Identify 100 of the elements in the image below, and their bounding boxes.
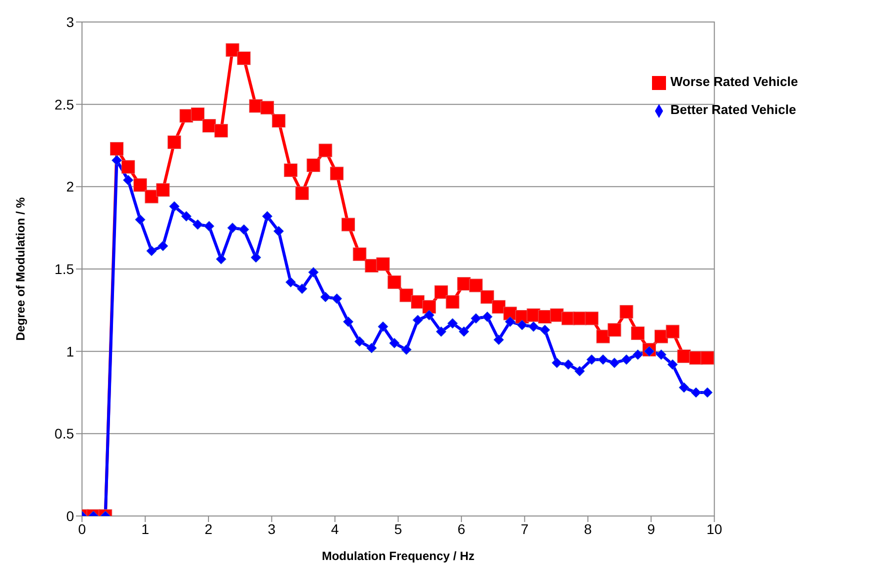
point	[654, 330, 668, 344]
point	[436, 326, 446, 337]
point	[146, 246, 157, 256]
point	[401, 344, 412, 355]
point	[584, 312, 598, 326]
x-tick-label: 0	[78, 520, 86, 537]
x-tick-label: 1	[141, 520, 150, 537]
point	[320, 292, 331, 302]
point	[204, 220, 214, 232]
point	[493, 334, 504, 346]
point	[330, 166, 344, 180]
point	[434, 285, 448, 299]
point	[284, 163, 298, 177]
point	[296, 284, 308, 294]
point	[272, 114, 286, 128]
y-tick-label: 3	[66, 14, 74, 30]
point	[158, 240, 168, 252]
point	[260, 100, 274, 114]
point	[112, 155, 122, 166]
point	[122, 174, 134, 186]
point	[469, 278, 483, 292]
point	[262, 211, 273, 222]
point	[332, 293, 342, 304]
point	[480, 290, 494, 304]
point	[295, 186, 309, 200]
point	[237, 51, 251, 65]
point	[341, 218, 355, 232]
point	[214, 124, 228, 138]
y-tick-label: 0	[66, 508, 74, 524]
point	[540, 324, 550, 336]
point	[446, 295, 460, 309]
point	[563, 359, 574, 370]
point	[504, 316, 516, 327]
point	[389, 338, 400, 348]
point	[376, 257, 390, 271]
point	[596, 330, 610, 344]
point	[378, 321, 388, 332]
point	[169, 201, 180, 212]
point	[631, 326, 645, 340]
x-tick-label: 6	[458, 520, 466, 537]
point	[227, 222, 238, 234]
point	[134, 214, 146, 225]
point	[528, 321, 539, 332]
point	[632, 349, 644, 360]
point	[447, 318, 458, 329]
point	[412, 314, 424, 326]
y-tick-label: 1	[66, 343, 74, 360]
point	[678, 382, 690, 393]
x-tick-label: 10	[706, 520, 722, 537]
x-tick-label: 7	[520, 520, 529, 537]
point	[352, 247, 366, 261]
point	[552, 358, 562, 368]
point	[666, 324, 680, 338]
point	[400, 288, 414, 302]
point	[144, 190, 158, 204]
x-tick-label: 2	[204, 520, 213, 537]
x-tick-label: 8	[584, 520, 592, 537]
point	[620, 305, 634, 319]
point	[273, 226, 284, 236]
x-tick-label: 4	[331, 520, 340, 537]
point	[181, 211, 192, 222]
point	[202, 118, 216, 132]
point	[238, 224, 250, 235]
point	[702, 387, 713, 398]
point	[621, 354, 632, 365]
point	[354, 336, 365, 347]
point	[609, 358, 620, 368]
point	[133, 178, 147, 192]
point	[110, 142, 124, 156]
point	[598, 354, 608, 365]
legend-label: Worse Rated Vehicle	[670, 74, 798, 89]
point	[342, 316, 354, 327]
point	[656, 349, 666, 360]
x-tick-label: 9	[647, 520, 656, 537]
point	[667, 359, 678, 370]
y-tick-label: 2.5	[54, 96, 74, 112]
point	[458, 326, 470, 337]
point	[422, 300, 436, 314]
x-tick-label: 3	[268, 520, 276, 537]
point	[482, 312, 493, 322]
point	[516, 320, 528, 330]
point	[470, 313, 482, 324]
point	[574, 366, 585, 376]
point	[192, 219, 203, 230]
y-tick-label: 2	[66, 178, 74, 195]
point	[285, 276, 296, 288]
point	[190, 107, 204, 121]
point	[586, 354, 597, 365]
point	[424, 310, 434, 320]
point	[366, 342, 377, 354]
point	[318, 144, 332, 158]
point	[306, 158, 320, 172]
point	[700, 351, 714, 365]
point	[644, 346, 654, 357]
point	[690, 387, 702, 398]
x-axis-title: Modulation Frequency / Hz	[322, 549, 475, 563]
point	[608, 323, 622, 337]
point	[156, 183, 170, 197]
point	[121, 160, 135, 174]
point	[492, 300, 506, 314]
